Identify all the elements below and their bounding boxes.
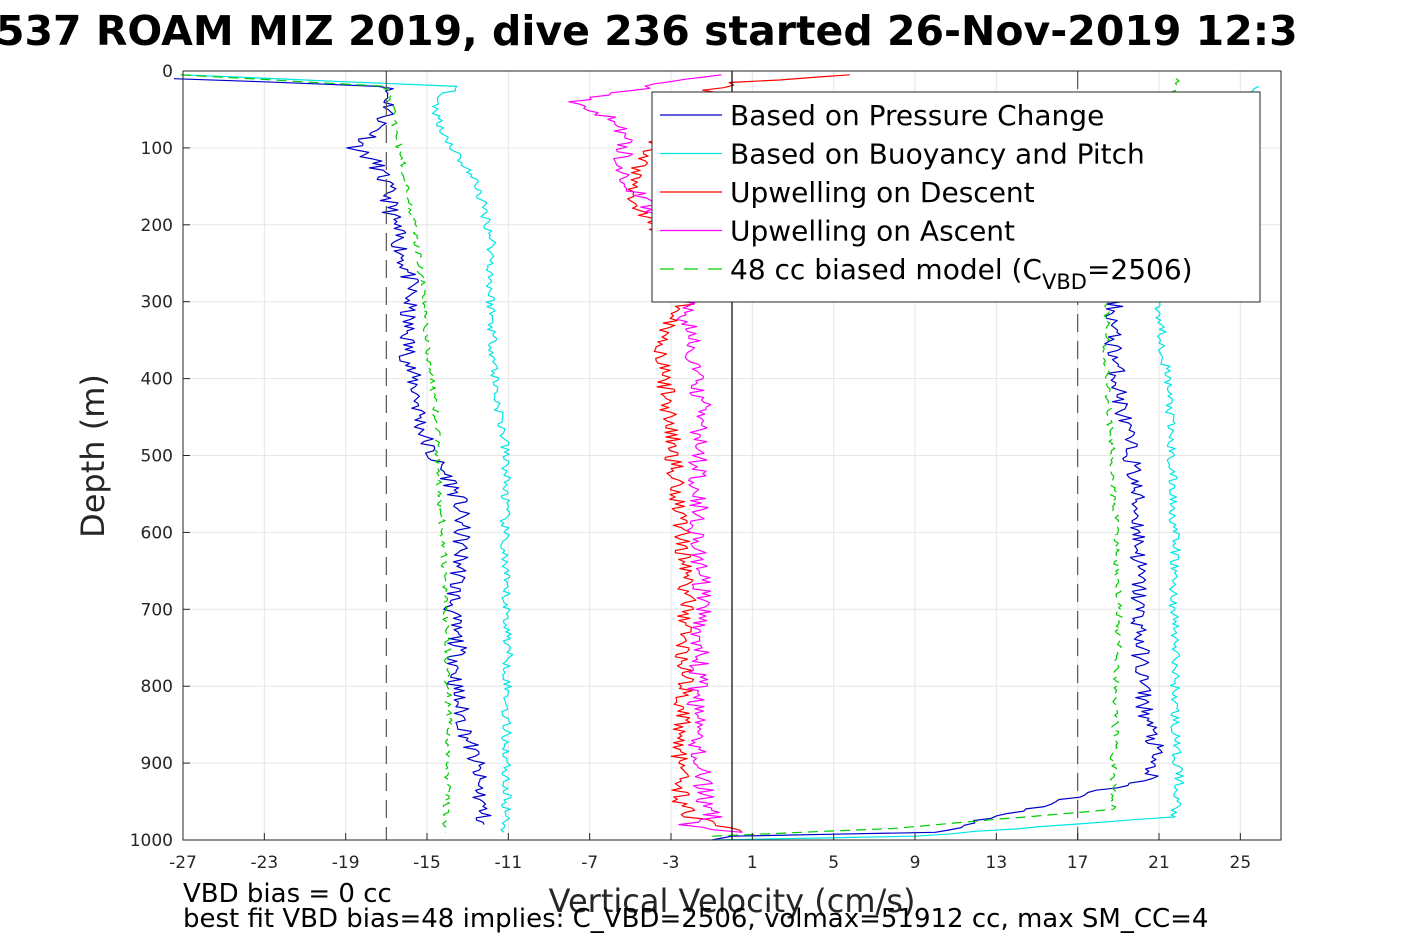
y-tick-label: 200	[141, 216, 173, 236]
x-tick-label: 13	[986, 853, 1008, 873]
y-tick-label: 400	[141, 370, 173, 390]
footer-line-1: VBD bias = 0 cc	[183, 879, 392, 909]
x-tick-label: -15	[413, 853, 441, 873]
y-axis-ticks: 0 100 200 300 400 500 600 700 800 900 1000	[130, 62, 190, 851]
x-tick-label: -19	[332, 853, 360, 873]
y-tick-label: 900	[141, 754, 173, 774]
x-tick-label: 21	[1148, 853, 1170, 873]
series-line-2-1	[182, 74, 514, 833]
legend-label-3: Upwelling on Descent	[730, 176, 1035, 209]
x-tick-label: 1	[747, 853, 758, 873]
footer-line-2: best fit VBD bias=48 implies: C_VBD=2506…	[183, 904, 1208, 934]
series-line-4-1	[568, 74, 743, 833]
series-line-3-1	[627, 74, 850, 833]
y-tick-label: 0	[162, 62, 173, 82]
y-axis-label: Depth (m)	[74, 374, 112, 538]
x-tick-label: -23	[250, 853, 278, 873]
x-tick-label: 5	[828, 853, 839, 873]
y-tick-label: 100	[141, 139, 173, 159]
x-axis-ticks: -27 -23 -19 -15 -11 -7 -3 1 5 9 13 17 21 25	[169, 833, 1251, 873]
legend-label-suffix: =2506)	[1087, 253, 1193, 286]
y-tick-label: 500	[141, 447, 173, 467]
data-lines	[173, 74, 1260, 841]
x-tick-label: -27	[169, 853, 197, 873]
series-line-5-2	[711, 78, 1180, 837]
y-tick-label: 1000	[130, 831, 173, 851]
y-tick-label: 300	[141, 293, 173, 313]
x-tick-label: 17	[1067, 853, 1089, 873]
x-tick-label: 9	[910, 853, 921, 873]
x-axis-label: Vertical Velocity (cm/s)	[549, 882, 916, 920]
legend-label-5: 48 cc biased model (CVBD=2506)	[730, 253, 1193, 294]
legend-label-subscript: VBD	[1042, 270, 1087, 294]
legend-label-prefix: 48 cc biased model (C	[730, 253, 1042, 286]
x-tick-label: -3	[663, 853, 680, 873]
y-tick-label: 600	[141, 523, 173, 543]
x-tick-label: 25	[1230, 853, 1252, 873]
legend-box	[651, 91, 1261, 303]
series-line-1-1	[173, 78, 492, 825]
y-tick-label: 800	[141, 677, 173, 697]
y-tick-label: 700	[141, 600, 173, 620]
legend-label-1: Based on Pressure Change	[730, 99, 1104, 132]
legend: Based on Pressure Change Based on Buoyanc…	[651, 91, 1261, 303]
figure-title: 537 ROAM MIZ 2019, dive 236 started 26-N…	[0, 7, 1298, 55]
x-tick-label: -7	[581, 853, 598, 873]
legend-label-4: Upwelling on Ascent	[730, 215, 1015, 248]
x-tick-label: -11	[494, 853, 522, 873]
legend-items: Based on Pressure Change Based on Buoyanc…	[660, 99, 1193, 294]
legend-label-2: Based on Buoyancy and Pitch	[730, 138, 1145, 171]
series-line-5-1	[180, 74, 454, 833]
